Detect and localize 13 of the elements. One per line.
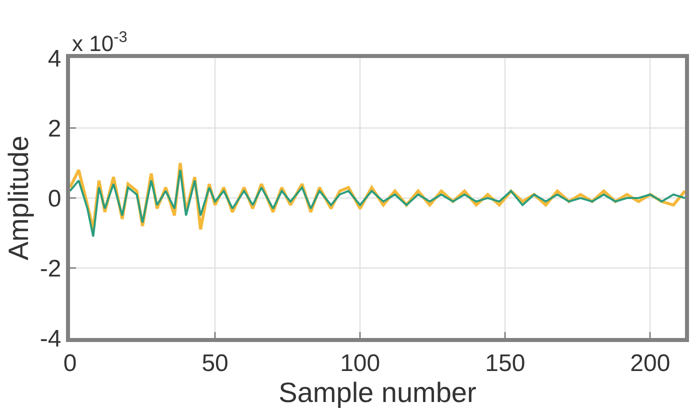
x-axis-title: Sample number <box>278 376 476 408</box>
line-series <box>70 169 685 238</box>
x-tick-label: 100 <box>340 350 380 377</box>
y-tick-label: -2 <box>40 255 62 282</box>
y-tick-label: -4 <box>40 325 62 352</box>
text: x 10$^{-3}$ <box>72 29 128 56</box>
y-tick-label: 2 <box>48 115 62 142</box>
x-tick-label: 200 <box>630 350 670 377</box>
y-tick-label: 4 <box>48 45 62 72</box>
y-axis-title: Amplitude <box>3 136 34 260</box>
x-tick-label: 150 <box>485 350 526 377</box>
y-tick-label: 0 <box>48 185 62 212</box>
x-tick-label: 50 <box>202 350 228 377</box>
